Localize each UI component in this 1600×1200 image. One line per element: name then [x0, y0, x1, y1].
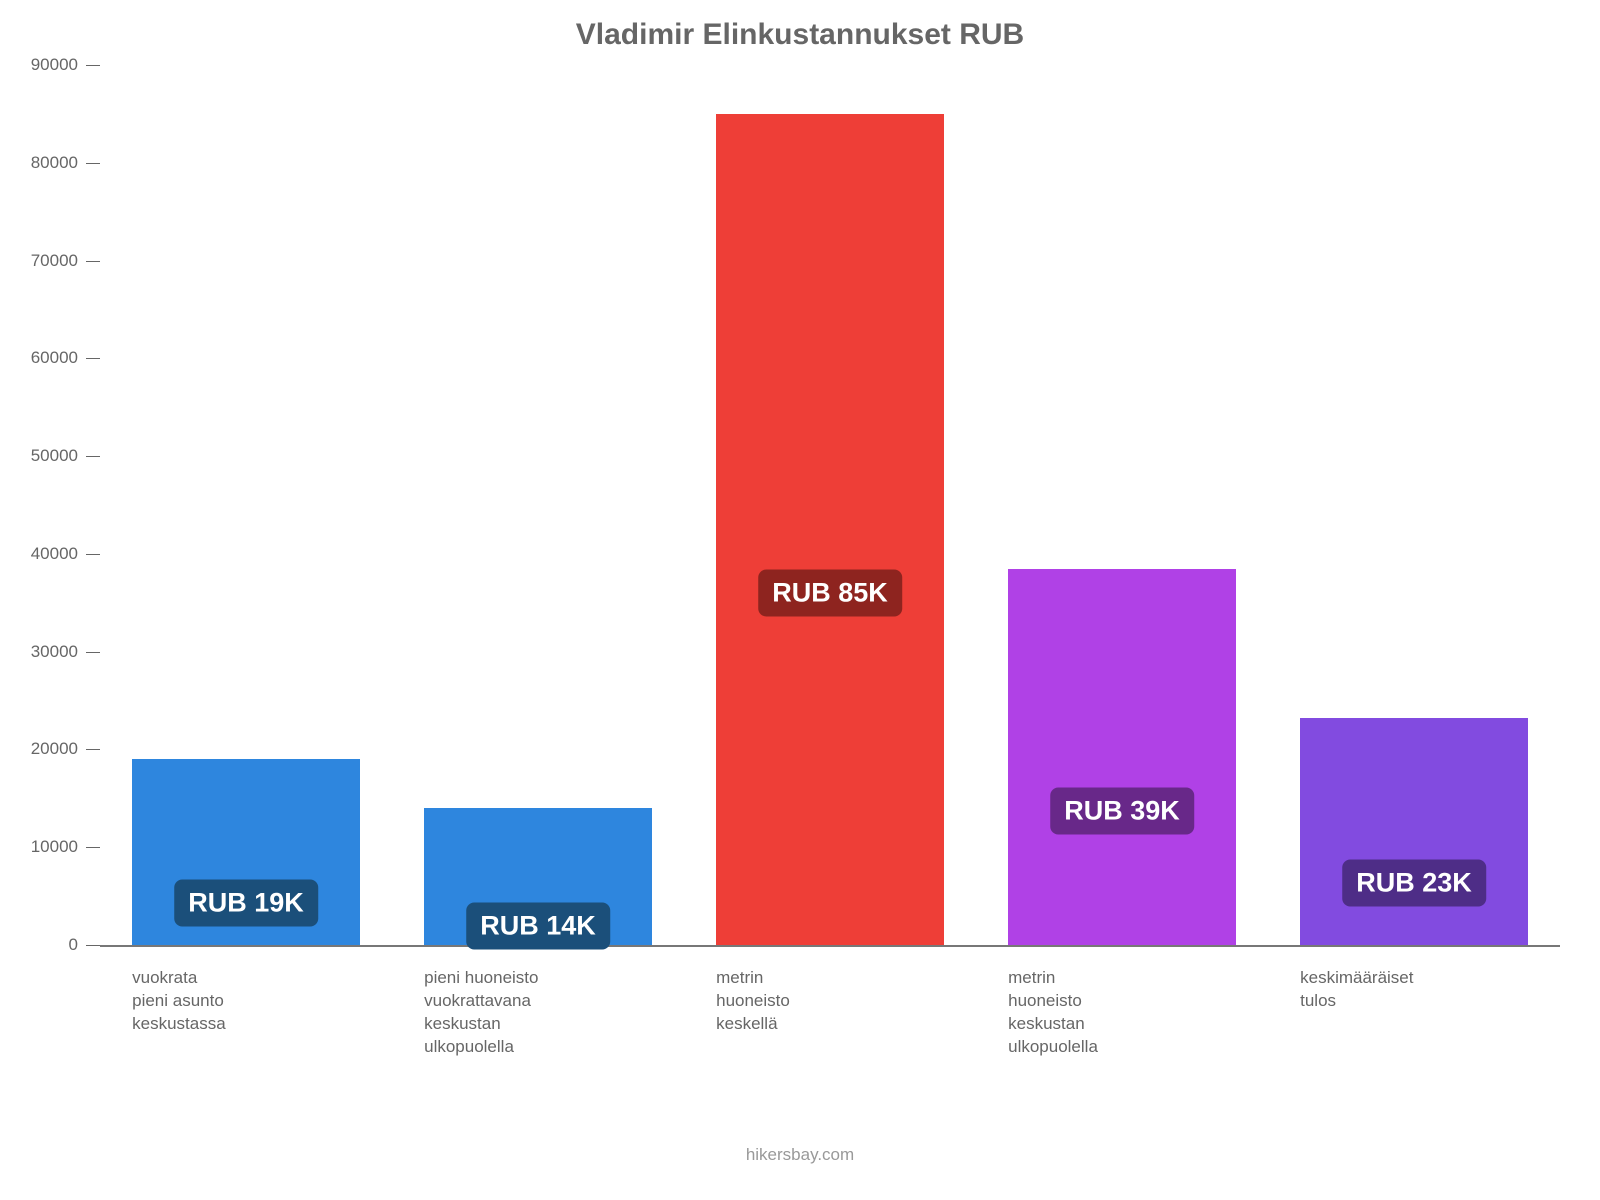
y-tick-mark: [86, 456, 100, 457]
y-tick-label: 70000: [0, 251, 78, 271]
x-tick-label: metrin huoneisto keskellä: [716, 967, 944, 1036]
axis-baseline: [100, 945, 1560, 947]
y-tick-label: 10000: [0, 837, 78, 857]
y-tick-label: 20000: [0, 739, 78, 759]
y-tick-label: 90000: [0, 55, 78, 75]
y-tick-label: 80000: [0, 153, 78, 173]
chart-title: Vladimir Elinkustannukset RUB: [0, 18, 1600, 52]
y-tick-mark: [86, 65, 100, 66]
bar-chart: Vladimir Elinkustannukset RUB hikersbay.…: [0, 0, 1600, 1200]
bar: RUB 85K: [716, 114, 944, 945]
y-tick-mark: [86, 163, 100, 164]
y-tick-mark: [86, 261, 100, 262]
bar: RUB 19K: [132, 759, 360, 945]
value-badge: RUB 39K: [1050, 788, 1194, 835]
x-tick-label: metrin huoneisto keskustan ulkopuolella: [1008, 967, 1236, 1059]
value-badge: RUB 19K: [174, 879, 318, 926]
y-tick-mark: [86, 945, 100, 946]
x-tick-label: pieni huoneisto vuokrattavana keskustan …: [424, 967, 652, 1059]
y-tick-mark: [86, 358, 100, 359]
value-badge: RUB 14K: [466, 903, 610, 950]
y-tick-label: 40000: [0, 544, 78, 564]
value-badge: RUB 85K: [758, 570, 902, 617]
value-badge: RUB 23K: [1342, 860, 1486, 907]
y-tick-label: 50000: [0, 446, 78, 466]
y-tick-mark: [86, 749, 100, 750]
footer-credit: hikersbay.com: [0, 1145, 1600, 1165]
x-tick-label: keskimääräiset tulos: [1300, 967, 1528, 1013]
y-tick-label: 60000: [0, 348, 78, 368]
y-tick-mark: [86, 847, 100, 848]
bar: RUB 23K: [1300, 718, 1528, 945]
y-tick-mark: [86, 652, 100, 653]
y-tick-label: 30000: [0, 642, 78, 662]
x-tick-label: vuokrata pieni asunto keskustassa: [132, 967, 360, 1036]
bar: RUB 14K: [424, 808, 652, 945]
y-tick-mark: [86, 554, 100, 555]
bar: RUB 39K: [1008, 569, 1236, 945]
y-tick-label: 0: [0, 935, 78, 955]
